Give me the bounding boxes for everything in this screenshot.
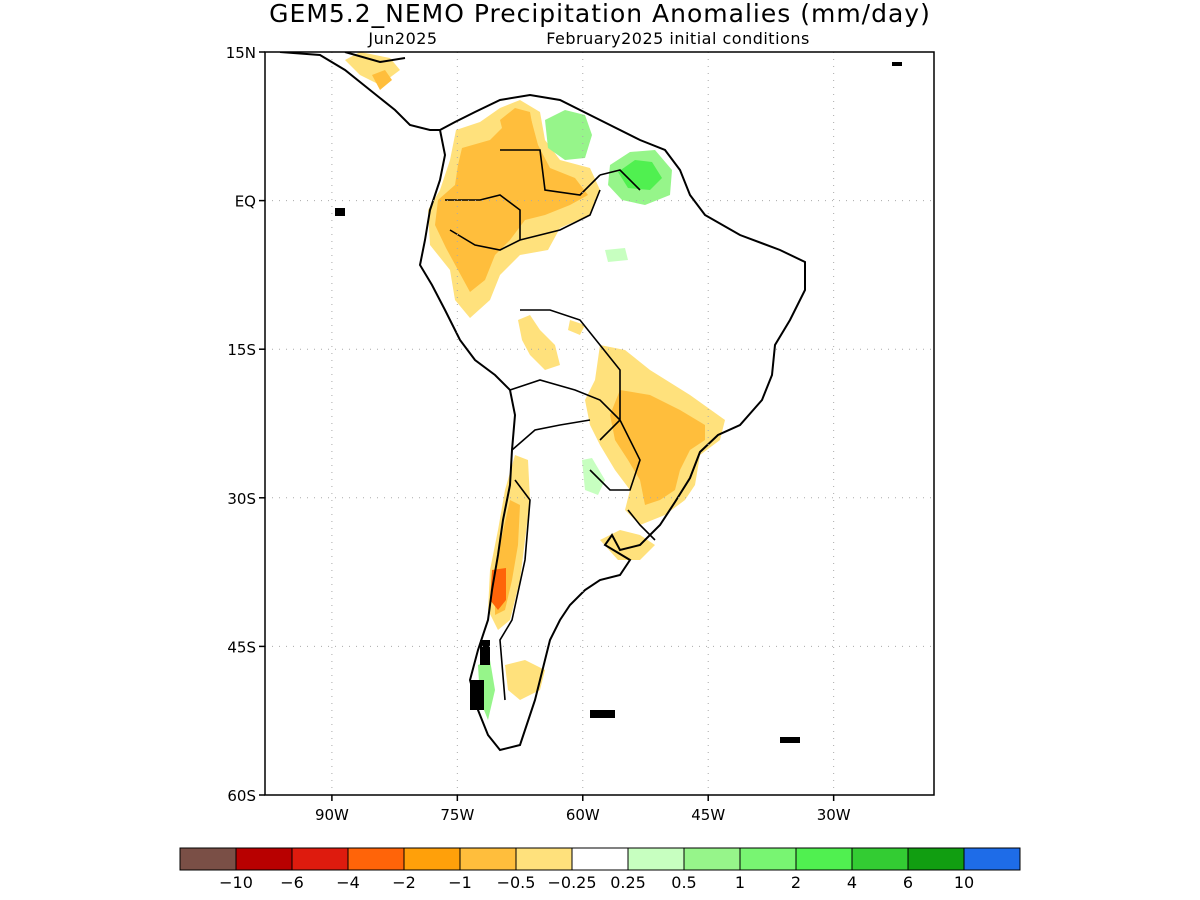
lat-tick-label: EQ	[235, 193, 256, 211]
lon-tick-label: 90W	[315, 806, 349, 824]
colorbar	[179, 847, 1021, 871]
colorbar-label: −4	[336, 873, 360, 892]
caribbean-islands	[344, 52, 406, 64]
colorbar-swatch	[235, 847, 293, 871]
colorbar-label: −1	[448, 873, 472, 892]
map-gridlines	[265, 52, 934, 795]
initial-conditions: February2025 initial conditions	[546, 29, 810, 48]
colorbar-label: 0.5	[671, 873, 696, 892]
colorbar-label: 4	[847, 873, 857, 892]
colorbar-label: −2	[392, 873, 416, 892]
colorbar-swatch	[907, 847, 965, 871]
lat-tick-label: 60S	[227, 787, 256, 805]
colorbar-swatch	[683, 847, 741, 871]
dry-anomaly-patagonia	[505, 660, 545, 700]
map-area	[265, 52, 934, 795]
lat-tick-label: 15S	[227, 341, 256, 359]
anomaly-fields	[345, 52, 725, 720]
lat-tick-label: 15N	[226, 44, 256, 62]
colorbar-swatch	[627, 847, 685, 871]
coastlines	[279, 52, 806, 752]
lat-tick-label: 30S	[227, 490, 256, 508]
colorbar-swatch	[571, 847, 629, 871]
lon-tick-label: 60W	[566, 806, 600, 824]
dry-anomaly-upper-amazon	[568, 320, 585, 335]
longitude-labels: 90W 75W 60W 45W 30W	[315, 795, 851, 824]
moderate-dry-anomaly-colombia	[435, 112, 588, 292]
wet-anomaly-paraguay	[582, 458, 605, 495]
colorbar-label: −10	[219, 873, 253, 892]
dry-anomaly-central-america	[372, 70, 392, 90]
island-marks	[335, 62, 902, 743]
colorbar-swatch	[459, 847, 517, 871]
colorbar-label: −6	[280, 873, 304, 892]
colorbar-swatch	[795, 847, 853, 871]
colorbar-swatch	[739, 847, 797, 871]
wet-anomaly-guyana	[545, 110, 592, 160]
dry-anomaly-north-venezuela	[500, 108, 535, 150]
colorbar-label: −0.5	[497, 873, 536, 892]
lon-tick-label: 45W	[691, 806, 725, 824]
colorbar-swatch	[963, 847, 1021, 871]
country-borders	[445, 149, 656, 701]
latitude-labels: 15N EQ 15S 30S 45S 60S	[226, 44, 265, 805]
colorbar-label: 1	[735, 873, 745, 892]
wet-anomaly-suriname-inner	[618, 160, 662, 190]
colorbar-swatch	[179, 847, 237, 871]
figure-title: GEM5.2_NEMO Precipitation Anomalies (mm/…	[269, 0, 931, 28]
colorbar-swatch	[403, 847, 461, 871]
map-frame	[264, 51, 935, 796]
colorbar-swatch	[291, 847, 349, 871]
central-america-coastline	[279, 52, 440, 131]
lon-tick-label: 75W	[440, 806, 474, 824]
colorbar-label: 0.25	[610, 873, 646, 892]
dry-anomaly-amazon-patch	[518, 315, 560, 370]
colorbar-labels: −10 −6 −4 −2 −1 −0.5 −0.25 0.25 0.5 1 2 4 6 10	[219, 873, 974, 892]
lat-tick-label: 45S	[227, 638, 256, 656]
colorbar-swatch	[515, 847, 573, 871]
colorbar-label: 10	[954, 873, 974, 892]
lon-tick-label: 30W	[817, 806, 851, 824]
moderate-dry-anomaly-southeast-brazil	[610, 390, 705, 505]
wet-anomaly-amazon-patch	[605, 248, 628, 262]
colorbar-label: −0.25	[547, 873, 596, 892]
forecast-month: Jun2025	[367, 29, 437, 48]
south-america-coastline	[418, 93, 806, 752]
colorbar-label: 6	[903, 873, 913, 892]
colorbar-swatch	[851, 847, 909, 871]
colorbar-label: 2	[791, 873, 801, 892]
colorbar-swatch	[347, 847, 405, 871]
